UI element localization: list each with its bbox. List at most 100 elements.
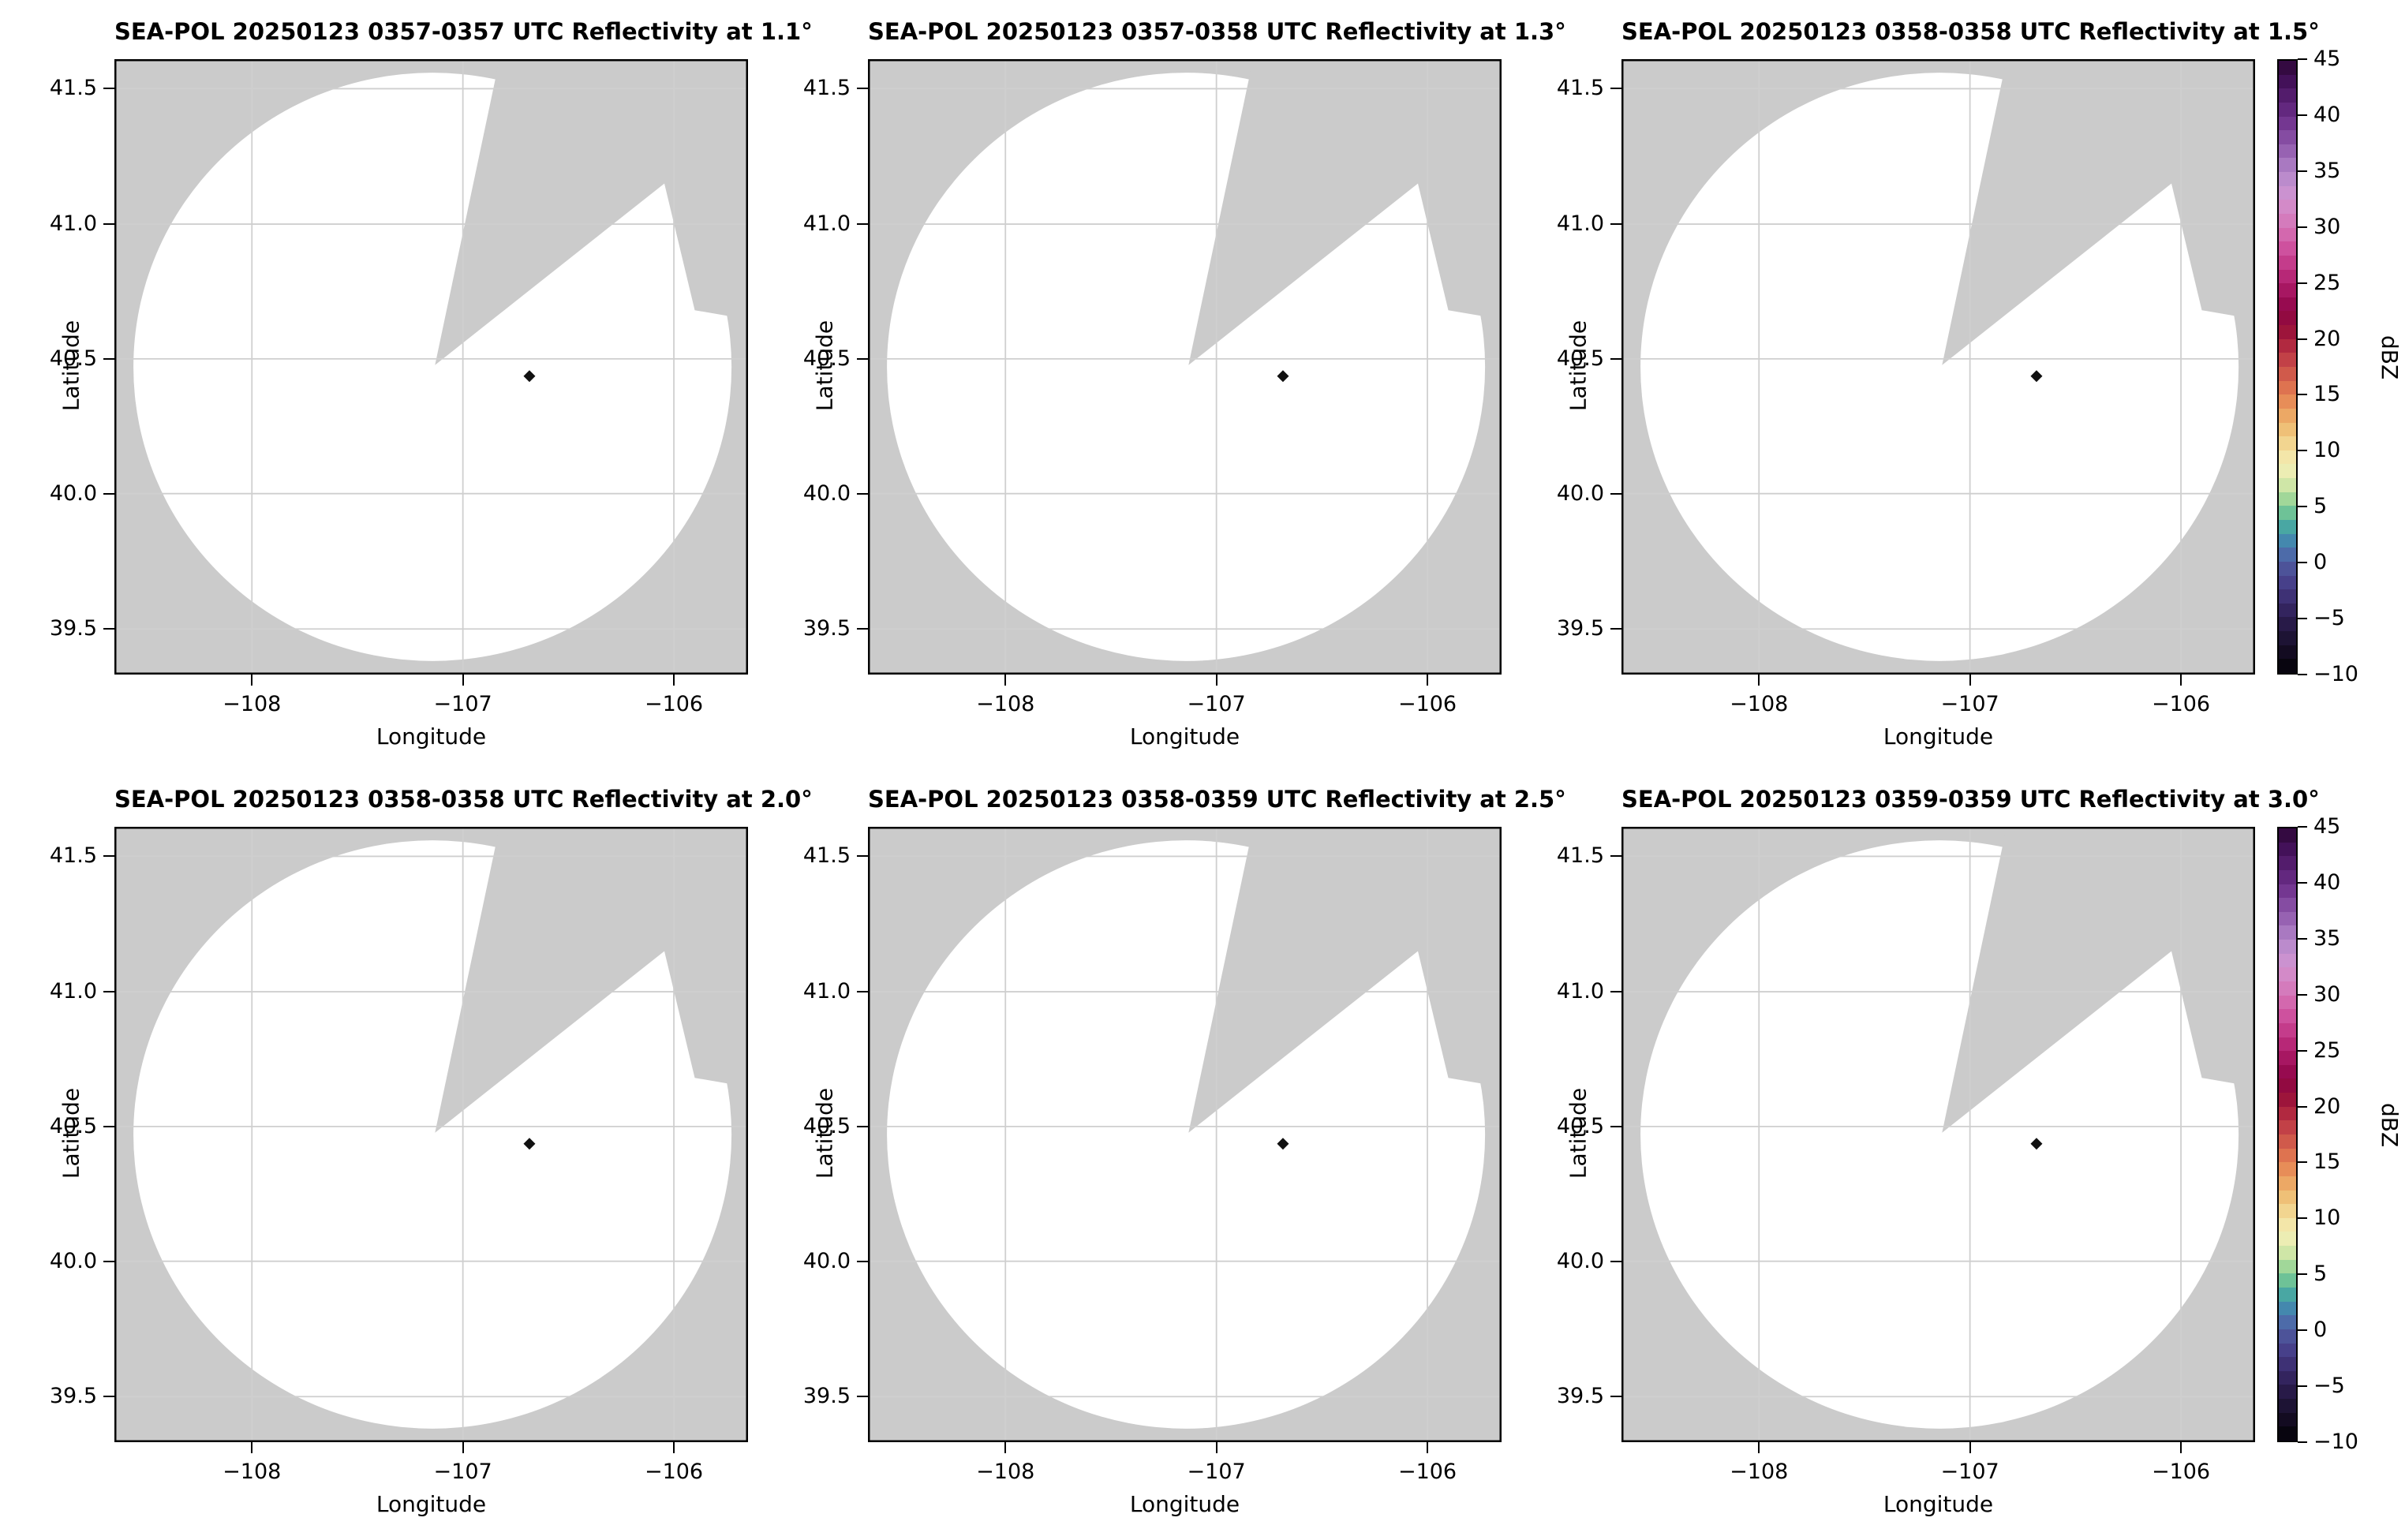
y-tick-label: 41.0 (802, 211, 851, 237)
colorbar-band (2279, 61, 2296, 76)
x-tick-label: −106 (2151, 1460, 2211, 1484)
colorbar-tick-mark (2298, 881, 2307, 884)
colorbar-band (2279, 241, 2296, 256)
colorbar-tick-label: 20 (2313, 326, 2341, 351)
colorbar-tick-label: 20 (2313, 1093, 2341, 1119)
colorbar-tick-mark (2298, 1329, 2307, 1332)
y-tick-mark (857, 88, 868, 90)
colorbar-band (2279, 1357, 2296, 1372)
colorbar-band (2279, 603, 2296, 619)
colorbar-tick-label: 10 (2313, 438, 2341, 463)
colorbar-band (2279, 575, 2296, 590)
axes-frame (1621, 59, 2255, 675)
x-tick-mark (1758, 675, 1760, 686)
y-tick-mark (1610, 628, 1621, 630)
axes-frame (1621, 827, 2255, 1442)
colorbar-tick-label: 0 (2313, 1318, 2328, 1343)
colorbar-tick-label: 25 (2313, 270, 2341, 295)
colorbar-band (2279, 520, 2296, 535)
colorbar-label: dBZ (2377, 1103, 2403, 1148)
colorbar-tick-label: −10 (2313, 1430, 2358, 1454)
x-tick-label: −108 (976, 692, 1035, 716)
colorbar-tick-mark (2298, 937, 2307, 940)
y-tick-label: 40.0 (802, 480, 851, 506)
colorbar-band (2279, 1301, 2296, 1316)
x-tick-label: −106 (1397, 692, 1457, 716)
colorbar-band (2279, 953, 2296, 968)
x-axis-label: Longitude (376, 1491, 487, 1517)
colorbar-band (2279, 842, 2296, 857)
y-tick-mark (857, 1396, 868, 1398)
y-tick-mark (1610, 855, 1621, 858)
y-tick-mark (1610, 1260, 1621, 1262)
panel-title: SEA-POL 20250123 0358-0358 UTC Reflectiv… (1621, 18, 2320, 45)
y-tick-mark (103, 223, 114, 226)
x-tick-label: −108 (223, 692, 282, 716)
colorbar-band (2279, 269, 2296, 284)
colorbar-tick-mark (2298, 114, 2307, 116)
colorbar-band (2279, 227, 2296, 242)
colorbar-tick-mark (2298, 1049, 2307, 1052)
x-tick-label: −108 (223, 1460, 282, 1484)
colorbar-tick-mark (2298, 394, 2307, 396)
x-tick-mark (1215, 1442, 1217, 1453)
axes-frame (868, 827, 1502, 1442)
colorbar-tick-label: 25 (2313, 1037, 2341, 1063)
colorbar-band (2279, 1134, 2296, 1149)
colorbar-band (2279, 297, 2296, 312)
colorbar-tick-label: 45 (2313, 814, 2341, 839)
colorbar-band (2279, 1273, 2296, 1288)
colorbar-band (2279, 353, 2296, 368)
y-tick-mark (857, 1125, 868, 1127)
unscanned-sector-wedge (1942, 59, 2255, 365)
axes-frame (868, 59, 1502, 675)
colorbar-band (2279, 1022, 2296, 1038)
x-axis-label: Longitude (1883, 723, 1994, 749)
colorbar-band (2279, 1343, 2296, 1358)
panel-title: SEA-POL 20250123 0357-0358 UTC Reflectiv… (868, 18, 1566, 45)
colorbar-tick-mark (2298, 1441, 2307, 1443)
colorbar-band (2279, 981, 2296, 996)
colorbar-band (2279, 436, 2296, 451)
y-tick-label: 39.5 (49, 1384, 97, 1409)
colorbar-tick-mark (2298, 282, 2307, 284)
x-tick-label: −106 (644, 692, 704, 716)
x-tick-label: −107 (1187, 692, 1246, 716)
y-tick-mark (857, 492, 868, 495)
ppi-plot (114, 59, 748, 675)
colorbar-band (2279, 1204, 2296, 1219)
colorbar-tick-mark (2298, 338, 2307, 340)
colorbar-band (2279, 1078, 2296, 1093)
axes-area: −108 −107 −106 41.5 41.0 40.5 40.0 39.5 Longitud… (803, 827, 1502, 1517)
colorbar-band (2279, 1051, 2296, 1066)
panel-title: SEA-POL 20250123 0357-0357 UTC Reflectiv… (114, 18, 813, 45)
x-tick-mark (251, 1442, 253, 1453)
colorbar-tick-label: 40 (2313, 102, 2341, 127)
y-tick-mark (103, 1260, 114, 1262)
colorbar-band (2279, 88, 2296, 103)
unscanned-sector-wedge (435, 827, 748, 1133)
x-tick-mark (251, 675, 253, 686)
y-tick-mark (103, 855, 114, 858)
y-tick-mark (103, 628, 114, 630)
y-tick-mark (1610, 1396, 1621, 1398)
y-tick-label: 41.0 (49, 979, 97, 1004)
y-tick-label: 41.5 (802, 843, 851, 869)
panel-title: SEA-POL 20250123 0358-0358 UTC Reflectiv… (114, 786, 813, 813)
y-tick-label: 39.5 (1556, 1384, 1604, 1409)
y-tick-mark (1610, 357, 1621, 360)
colorbar-band (2279, 1232, 2296, 1247)
colorbar-band (2279, 1148, 2296, 1163)
y-tick-mark (857, 357, 868, 360)
colorbar-band (2279, 214, 2296, 229)
x-tick-mark (2180, 1442, 2182, 1453)
colorbar-band (2279, 422, 2296, 437)
colorbar-tick-mark (2298, 1385, 2307, 1388)
y-tick-mark (1610, 223, 1621, 226)
y-tick-mark (1610, 88, 1621, 90)
colorbar-band (2279, 283, 2296, 298)
colorbar-band (2279, 856, 2296, 871)
colorbar-tick-label: 45 (2313, 47, 2341, 71)
x-axis-label: Longitude (1129, 723, 1240, 749)
x-tick-label: −108 (1730, 1460, 1789, 1484)
